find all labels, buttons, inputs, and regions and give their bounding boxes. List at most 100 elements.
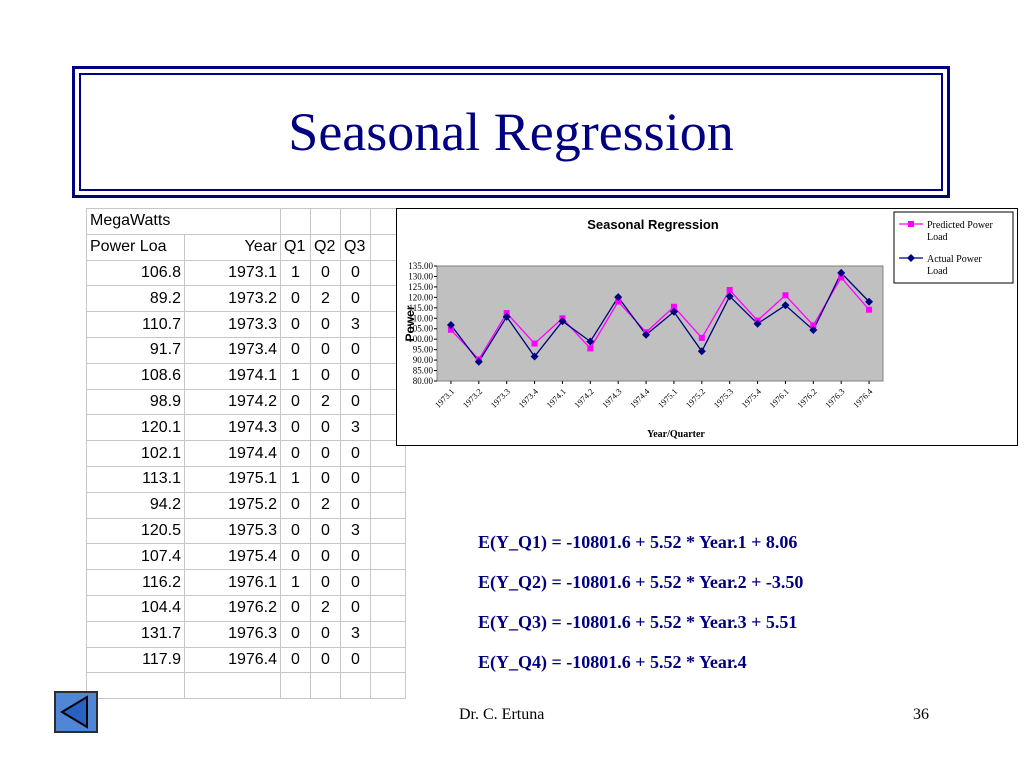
table-cell [370,672,406,700]
table-cell [370,620,406,648]
x-tick-label: 1974.3 [600,386,624,410]
q1-cell: 1 [280,259,311,287]
power-load-cell: 120.1 [86,414,185,442]
actual-point [907,254,915,262]
table-row: 120.1 1974.3 0 0 3 [86,414,406,442]
table-row: 91.7 1973.4 0 0 0 [86,336,406,364]
q2-cell: 0 [310,543,341,571]
table-header-row: Power Loa Year Q1 Q2 Q3 [86,233,406,261]
q2-cell: 0 [310,259,341,287]
chart-title: Seasonal Regression [587,217,719,232]
year-cell: 1976.4 [184,646,281,674]
y-tick-label: 90.00 [413,355,434,365]
q2-cell: 2 [310,285,341,313]
x-tick-label: 1973.3 [489,386,513,410]
x-tick-label: 1976.1 [767,386,791,410]
predicted-point [810,322,817,329]
q3-cell: 0 [340,594,371,622]
year-cell: 1976.2 [184,594,281,622]
y-tick-label: 135.00 [408,261,433,271]
q2-cell: 0 [310,414,341,442]
actual-point [865,297,874,306]
power-load-cell: 89.2 [86,285,185,313]
predicted-point [908,221,914,227]
year-cell: 1974.3 [184,414,281,442]
actual-point [725,292,734,301]
x-tick-label: 1975.4 [739,386,763,410]
power-load-cell: 113.1 [86,465,185,493]
slide-title: Seasonal Regression [288,102,734,162]
table-row-empty [86,672,406,700]
predicted-point [782,292,789,299]
predicted-point [531,340,538,347]
q2-cell: 0 [310,465,341,493]
q1-cell: 0 [280,285,311,313]
table-cell [340,208,371,235]
y-tick-label: 110.00 [409,313,434,323]
q3-cell: 0 [340,646,371,674]
q3-cell: 0 [340,440,371,467]
actual-point [809,325,818,334]
y-tick-label: 95.00 [413,345,434,355]
table-row: 104.4 1976.2 0 2 0 [86,594,406,622]
year-cell: 1973.3 [184,311,281,338]
power-load-cell: 94.2 [86,491,185,519]
table-cell [370,594,406,622]
q3-cell: 0 [340,336,371,364]
equations: E(Y_Q1) = -10801.6 + 5.52 * Year.1 + 8.0… [478,531,803,691]
year-cell: 1974.4 [184,440,281,467]
power-load-cell: 116.2 [86,569,185,596]
actual-point [502,312,511,321]
q3-cell: 3 [340,517,371,545]
y-tick-label: 125.00 [408,282,433,292]
y-tick-label: 80.00 [413,376,434,386]
table-row: 110.7 1973.3 0 0 3 [86,311,406,338]
power-load-cell: 106.8 [86,259,185,287]
y-tick-label: 120.00 [408,292,433,302]
q2-cell: 0 [310,517,341,545]
q3-cell: 0 [340,285,371,313]
power-load-cell: 102.1 [86,440,185,467]
year-cell: 1976.1 [184,569,281,596]
table-row: 107.4 1975.4 0 0 0 [86,543,406,571]
q1-cell: 0 [280,440,311,467]
table-row: 89.2 1973.2 0 2 0 [86,285,406,313]
table-row: 116.2 1976.1 1 0 0 [86,569,406,596]
q1-cell: 0 [280,414,311,442]
y-tick-label: 105.00 [408,324,433,334]
q2-cell: 0 [310,362,341,390]
x-tick-label: 1973.2 [461,386,485,410]
table-cell [370,569,406,596]
year-cell: 1975.3 [184,517,281,545]
x-tick-label: 1976.2 [795,386,819,410]
power-load-cell: 117.9 [86,646,185,674]
column-header: Year [184,233,281,261]
footer-author: Dr. C. Ertuna [459,706,545,723]
table-row: 113.1 1975.1 1 0 0 [86,465,406,493]
power-load-cell: 108.6 [86,362,185,390]
actual-point [530,352,539,361]
q1-cell: 0 [280,388,311,416]
power-load-cell: 131.7 [86,620,185,648]
equation-q4: E(Y_Q4) = -10801.6 + 5.52 * Year.4 [478,652,747,672]
legend-label: Load [927,266,948,277]
q3-cell: 0 [340,388,371,416]
table-title-cell: MegaWatts [86,208,281,235]
y-tick-label: 115.00 [409,303,434,313]
q1-cell: 0 [280,311,311,338]
q1-cell: 0 [280,620,311,648]
q2-cell: 0 [310,311,341,338]
year-cell: 1973.1 [184,259,281,287]
predicted-point [615,298,622,305]
page-number: 36 [913,706,929,723]
predicted-series-line [450,276,870,361]
column-header: Q1 [280,233,311,261]
x-axis-label: Year/Quarter [647,429,705,440]
actual-point [753,319,762,328]
power-load-cell: 104.4 [86,594,185,622]
year-cell: 1973.4 [184,336,281,364]
back-button[interactable] [54,691,98,733]
actual-point [446,320,455,329]
seasonal-regression-chart: Seasonal Regression80.0085.0090.0095.001… [403,211,1014,440]
table-cell [370,517,406,545]
